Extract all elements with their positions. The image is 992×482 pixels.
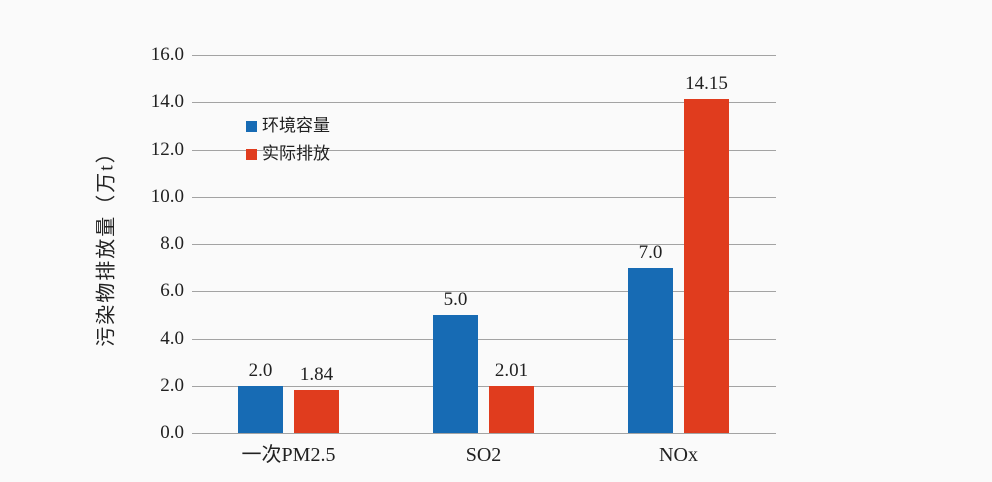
y-tick-label: 12.0 (150, 138, 184, 160)
gridline (192, 291, 776, 293)
plot-area: 2.0 1.84 5.0 2.01 7.0 14.15 (192, 55, 776, 434)
bar-actual-1 (294, 389, 339, 433)
gridline (192, 149, 776, 151)
y-tick-label: 4.0 (160, 327, 184, 349)
y-tick-label: 8.0 (160, 233, 184, 254)
bar-value-label: 1.84 (299, 363, 334, 385)
legend-item-actual: 实际排放 (246, 144, 330, 164)
gridline (192, 55, 776, 56)
gridline (192, 338, 776, 340)
x-category-label: 一次PM2.5 (241, 444, 336, 466)
bar-capacity-1 (238, 385, 283, 433)
y-axis-ticks: 0.0 2.0 4.0 6.0 8.0 10.0 12.0 14.0 16.0 (96, 44, 184, 443)
x-category-label: SO2 (465, 444, 502, 466)
legend-swatch-actual (246, 149, 257, 161)
gridline (192, 433, 776, 434)
legend-label-capacity: 环境容量 (262, 116, 330, 135)
bar-value-label: 7.0 (638, 241, 663, 263)
bar-value-label: 2.01 (494, 359, 529, 381)
y-tick-label: 2.0 (160, 374, 184, 396)
legend-item-capacity: 环境容量 (246, 116, 330, 136)
bar-actual-3 (684, 98, 729, 433)
bar-capacity-3 (628, 267, 673, 433)
gridline (192, 102, 776, 104)
gridline (192, 385, 776, 387)
bar-capacity-2 (433, 314, 478, 433)
x-category-label: NOx (659, 444, 698, 466)
x-axis-labels: 一次PM2.5 SO2 NOx (192, 441, 776, 471)
y-tick-label: 16.0 (150, 44, 184, 65)
bar-value-label: 5.0 (443, 288, 468, 310)
legend: 环境容量 实际排放 (246, 116, 330, 165)
y-tick-label: 14.0 (150, 91, 184, 113)
legend-label-actual: 实际排放 (262, 144, 330, 164)
y-tick-label: 10.0 (150, 185, 184, 207)
y-tick-label: 0.0 (160, 422, 184, 443)
gridline (192, 196, 776, 198)
bar-actual-2 (489, 385, 534, 433)
bar-value-label: 2.0 (248, 359, 273, 381)
gridline (192, 244, 776, 245)
bar-value-label: 14.15 (685, 72, 728, 94)
y-tick-label: 6.0 (160, 280, 184, 302)
legend-swatch-capacity (246, 120, 257, 132)
